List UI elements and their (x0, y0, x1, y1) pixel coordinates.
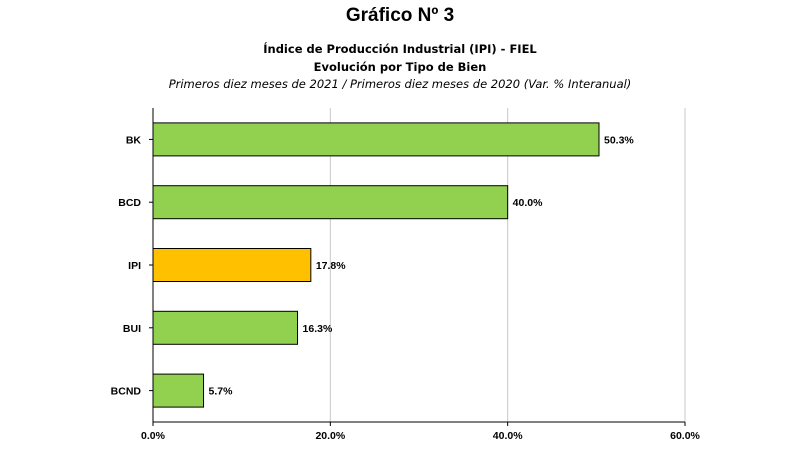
x-tick-label: 60.0% (670, 430, 700, 442)
category-label: BUI (123, 323, 141, 335)
chart-subtitle: Evolución por Tipo de Bien (313, 60, 487, 74)
category-label: BCND (111, 386, 142, 398)
chart-period-note: Primeros diez meses de 2021 / Primeros d… (168, 77, 632, 91)
x-tick-label: 20.0% (315, 430, 345, 442)
data-label: 50.3% (604, 134, 634, 146)
x-tick-label: 0.0% (141, 430, 166, 442)
bars (152, 122, 600, 408)
bar-bui (152, 310, 299, 345)
labels: 0.0% 20.0% 40.0% 60.0% BK 50.3% BCD 40.0% IPI 17.… (111, 134, 701, 442)
data-label: 16.3% (303, 323, 333, 335)
chart-title: Índice de Producción Industrial (IPI) - … (263, 42, 537, 56)
grid-lines (329, 108, 686, 422)
data-label: 40.0% (513, 197, 543, 209)
bar-bcd (152, 185, 509, 220)
data-label: 17.8% (316, 260, 346, 272)
category-label: BK (126, 134, 142, 146)
category-label: IPI (128, 260, 141, 272)
bar-bk (152, 122, 600, 157)
category-label: BCD (118, 197, 141, 209)
x-tick-label: 40.0% (493, 430, 523, 442)
bar-bcnd (152, 373, 205, 408)
data-label: 5.7% (209, 386, 234, 398)
axes (149, 108, 686, 426)
bar-ipi (152, 248, 312, 282)
figure-label: Gráfico Nº 3 (345, 5, 455, 26)
